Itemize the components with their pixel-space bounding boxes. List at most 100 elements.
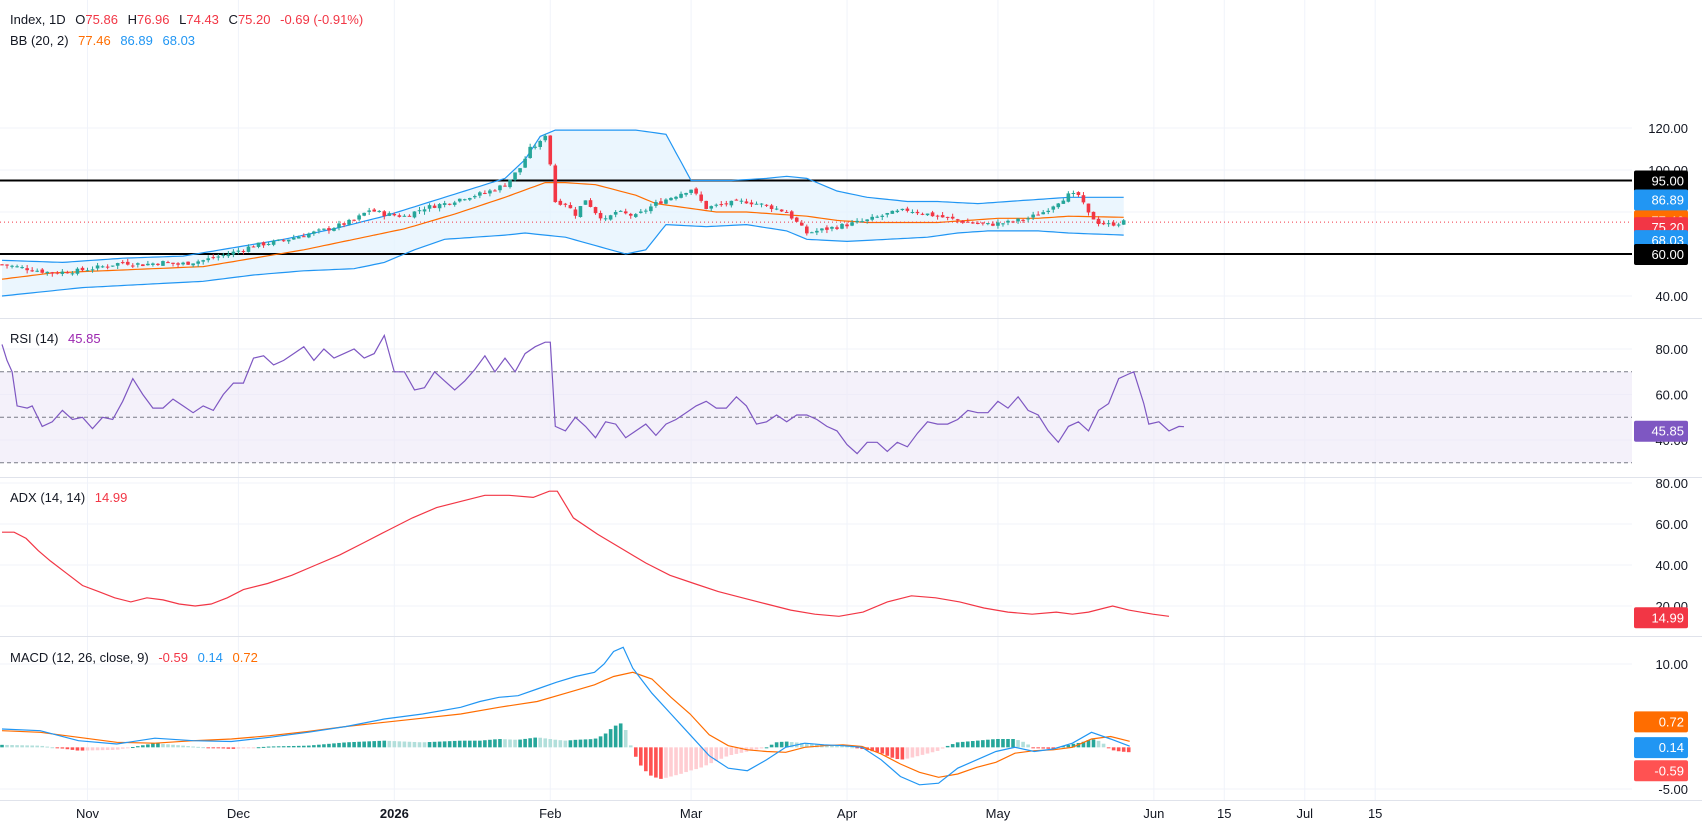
macd-histogram-bar[interactable] — [965, 741, 970, 748]
adx-label[interactable]: ADX (14, 14) — [10, 490, 86, 505]
macd-histogram-bar[interactable] — [302, 745, 306, 748]
macd-histogram-bar[interactable] — [80, 747, 85, 751]
candle-body[interactable] — [201, 260, 205, 262]
macd-histogram-bar[interactable] — [120, 747, 125, 749]
macd-histogram-bar[interactable] — [654, 747, 658, 778]
candle-body[interactable] — [568, 205, 573, 209]
macd-histogram-bar[interactable] — [216, 747, 221, 749]
macd-histogram-bar[interactable] — [191, 746, 195, 748]
macd-histogram-bar[interactable] — [694, 747, 698, 770]
candle-body[interactable] — [95, 265, 100, 269]
candle-body[interactable] — [996, 222, 1000, 226]
candle-body[interactable] — [337, 223, 341, 228]
macd-histogram-bar[interactable] — [65, 747, 70, 750]
macd-histogram-bar[interactable] — [1026, 744, 1030, 748]
macd-histogram-bar[interactable] — [568, 740, 573, 748]
candle-body[interactable] — [166, 262, 170, 264]
candle-body[interactable] — [452, 202, 457, 205]
candle-body[interactable] — [769, 205, 774, 210]
candle-body[interactable] — [649, 206, 653, 212]
candle-body[interactable] — [286, 239, 291, 242]
candle-body[interactable] — [639, 211, 643, 213]
macd-histogram-bar[interactable] — [432, 741, 437, 748]
candle-body[interactable] — [543, 135, 548, 141]
macd-histogram-bar[interactable] — [0, 744, 4, 748]
macd-histogram-bar[interactable] — [231, 747, 236, 749]
macd-histogram-bar[interactable] — [196, 746, 200, 748]
macd-histogram-bar[interactable] — [181, 745, 185, 748]
macd-histogram-bar[interactable] — [593, 738, 598, 748]
macd-histogram-bar[interactable] — [161, 743, 165, 748]
candle-body[interactable] — [799, 222, 804, 226]
macd-histogram-bar[interactable] — [40, 745, 45, 748]
candle-body[interactable] — [1026, 218, 1030, 220]
macd-pane[interactable] — [0, 646, 1131, 786]
candle-body[interactable] — [332, 228, 336, 231]
macd-histogram-bar[interactable] — [1046, 747, 1051, 749]
macd-histogram-bar[interactable] — [930, 747, 935, 753]
macd-histogram-bar[interactable] — [85, 747, 90, 751]
candle-body[interactable] — [986, 223, 990, 225]
candle-body[interactable] — [397, 215, 402, 217]
candle-body[interactable] — [815, 230, 819, 233]
macd-histogram-bar[interactable] — [347, 742, 351, 748]
candle-body[interactable] — [613, 211, 618, 215]
candle-body[interactable] — [402, 215, 407, 217]
macd-signal-line[interactable] — [1, 671, 1130, 778]
macd-histogram-bar[interactable] — [186, 746, 190, 748]
macd-histogram-bar[interactable] — [830, 745, 834, 748]
candle-body[interactable] — [357, 215, 361, 220]
macd-histogram-bar[interactable] — [266, 746, 271, 748]
macd-histogram-bar[interactable] — [986, 739, 990, 748]
macd-histogram-bar[interactable] — [362, 741, 366, 748]
macd-histogram-bar[interactable] — [774, 742, 779, 748]
candle-body[interactable] — [90, 269, 95, 271]
macd-histogram-bar[interactable] — [976, 740, 980, 748]
macd-histogram-bar[interactable] — [146, 744, 150, 748]
candle-body[interactable] — [669, 197, 673, 201]
candle-body[interactable] — [307, 233, 311, 238]
macd-histogram-bar[interactable] — [281, 746, 286, 748]
candle-body[interactable] — [271, 240, 276, 245]
candle-body[interactable] — [835, 227, 839, 229]
candle-body[interactable] — [35, 270, 40, 272]
candle-body[interactable] — [588, 200, 593, 207]
candle-body[interactable] — [251, 246, 256, 248]
macd-histogram-bar[interactable] — [935, 747, 940, 751]
candle-body[interactable] — [120, 262, 125, 264]
macd-histogram-bar[interactable] — [75, 747, 80, 751]
macd-histogram-bar[interactable] — [1081, 741, 1086, 748]
candle-body[interactable] — [186, 261, 190, 265]
macd-histogram-bar[interactable] — [296, 745, 301, 748]
candle-body[interactable] — [221, 255, 226, 257]
macd-histogram-bar[interactable] — [271, 746, 276, 748]
macd-histogram-bar[interactable] — [779, 741, 784, 748]
candle-body[interactable] — [714, 204, 719, 206]
candle-body[interactable] — [890, 210, 895, 214]
candle-body[interactable] — [498, 185, 502, 191]
macd-histogram-bar[interactable] — [1031, 747, 1035, 749]
candle-body[interactable] — [779, 209, 784, 212]
candle-body[interactable] — [1036, 214, 1040, 216]
macd-histogram-bar[interactable] — [890, 747, 895, 758]
macd-histogram-bar[interactable] — [860, 747, 864, 749]
candle-body[interactable] — [699, 194, 703, 201]
macd-histogram-bar[interactable] — [498, 739, 502, 748]
candle-body[interactable] — [55, 272, 60, 274]
macd-histogram-bar[interactable] — [548, 739, 553, 748]
candle-body[interactable] — [447, 203, 452, 205]
macd-histogram-bar[interactable] — [739, 747, 744, 753]
candle-body[interactable] — [895, 210, 900, 213]
macd-histogram-bar[interactable] — [176, 745, 180, 748]
macd-histogram-bar[interactable] — [945, 745, 950, 748]
candle-body[interactable] — [845, 224, 849, 227]
candle-body[interactable] — [573, 209, 578, 216]
macd-histogram-bar[interactable] — [583, 739, 588, 748]
macd-histogram-bar[interactable] — [322, 744, 326, 748]
candle-body[interactable] — [20, 267, 24, 269]
candle-body[interactable] — [322, 228, 326, 230]
macd-histogram-bar[interactable] — [241, 747, 246, 749]
candle-body[interactable] — [45, 271, 50, 274]
macd-histogram-bar[interactable] — [221, 747, 226, 749]
candle-body[interactable] — [739, 200, 744, 202]
